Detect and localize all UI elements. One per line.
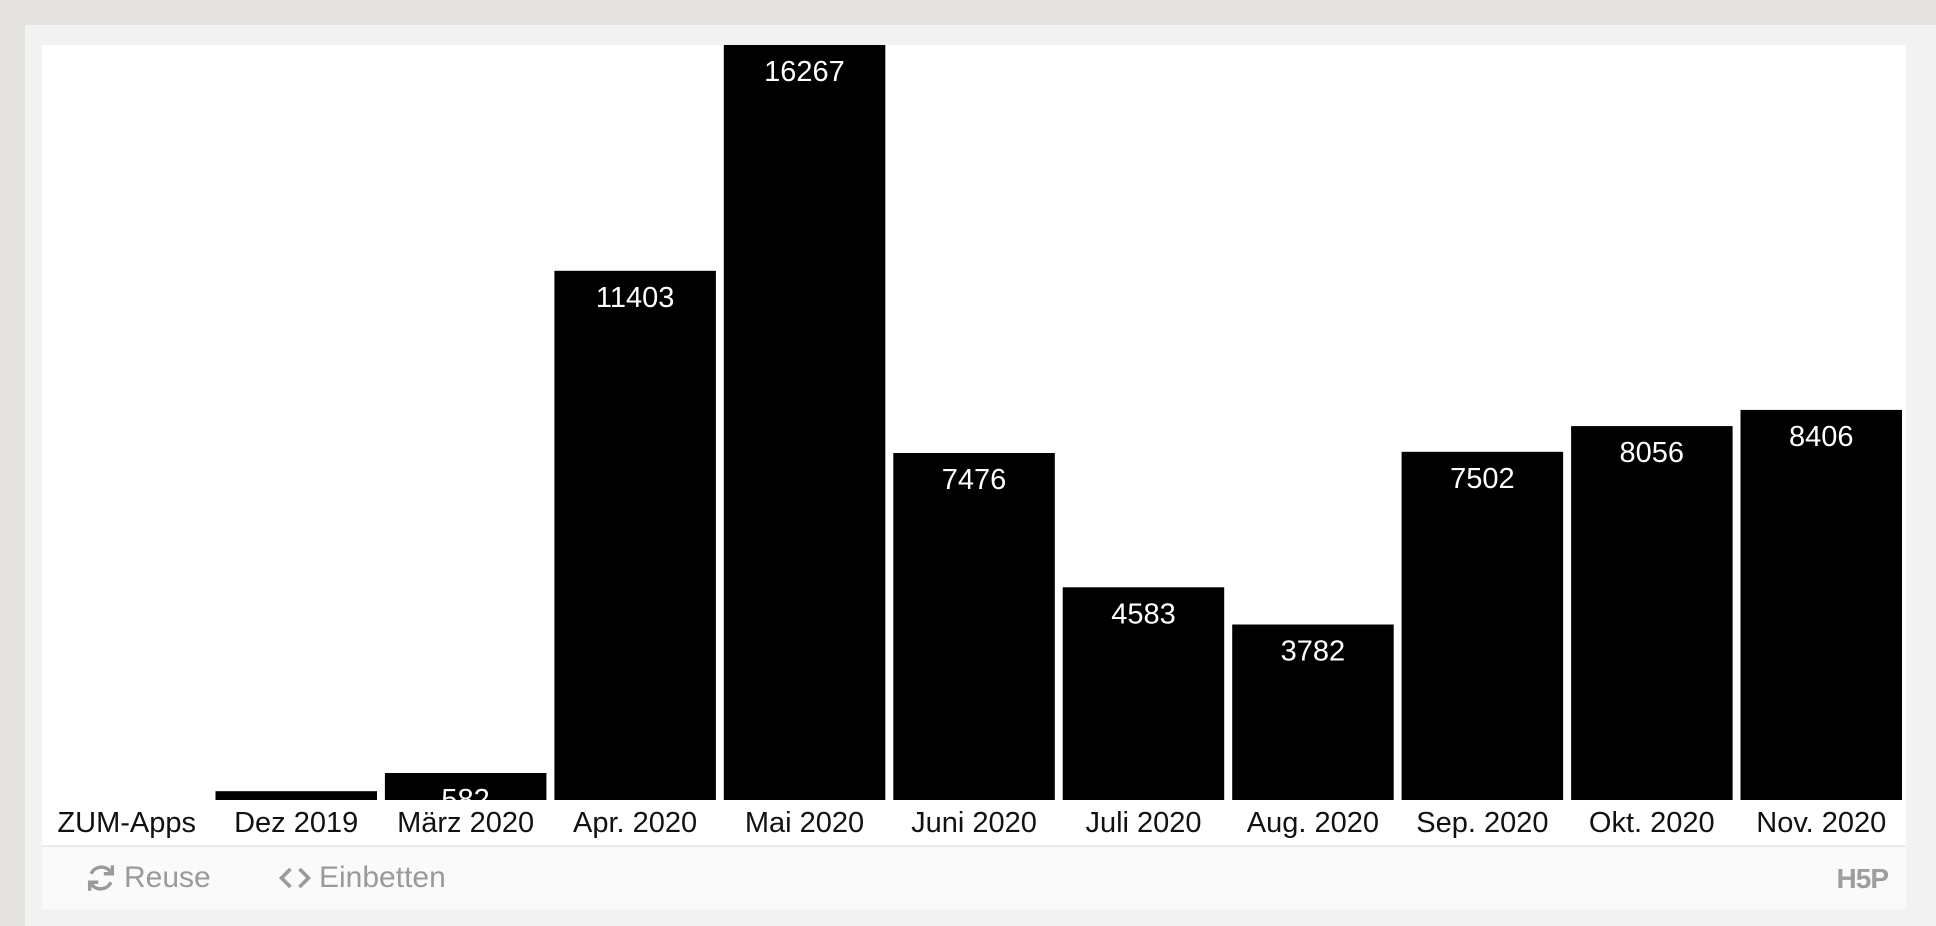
reuse-label: Reuse — [124, 861, 211, 894]
code-icon — [277, 863, 313, 893]
bar-9 — [1571, 426, 1733, 800]
category-label-5: Juni 2020 — [911, 807, 1037, 839]
bar-value-label-7: 3782 — [1281, 636, 1346, 668]
embed-button[interactable]: Einbetten — [277, 861, 446, 895]
category-label-7: Aug. 2020 — [1247, 807, 1379, 839]
bar-5 — [893, 453, 1055, 800]
reuse-button[interactable]: Reuse — [84, 861, 211, 895]
category-label-9: Okt. 2020 — [1589, 807, 1715, 839]
refresh-icon — [84, 861, 118, 895]
bar-value-label-6: 4583 — [1111, 598, 1176, 630]
bar-3 — [554, 270, 716, 800]
bar-value-label-1: 190 — [272, 802, 320, 834]
bar-value-label-9: 8056 — [1620, 437, 1685, 469]
h5p-actions-bar: Reuse Einbetten H5P — [42, 846, 1906, 909]
bar-6 — [1062, 587, 1225, 800]
bar-value-label-10: 8406 — [1789, 421, 1854, 453]
category-label-3: Apr. 2020 — [573, 807, 697, 839]
category-label-4: Mai 2020 — [745, 807, 864, 839]
category-label-2: März 2020 — [397, 807, 534, 839]
chart-panel: ZUM-Apps 190 Dez 2019 582 März 2020 11403 Apr.… — [42, 45, 1906, 845]
bar-7 — [1232, 624, 1394, 800]
bar-value-label-5: 7476 — [942, 464, 1007, 496]
embed-label: Einbetten — [319, 861, 446, 894]
category-label-1: Dez 2019 — [234, 807, 358, 839]
bar-value-label-4: 16267 — [764, 56, 845, 88]
bar-value-label-2: 582 — [441, 784, 489, 816]
h5p-logo[interactable]: H5P — [1836, 863, 1889, 894]
bar-1 — [215, 791, 377, 800]
bar-4 — [723, 45, 886, 800]
bar-2 — [384, 773, 547, 800]
category-label-8: Sep. 2020 — [1416, 807, 1548, 839]
bar-10 — [1740, 409, 1902, 800]
category-label-6: Juli 2020 — [1085, 807, 1201, 839]
category-label-0: ZUM-Apps — [57, 807, 196, 839]
bar-8 — [1401, 451, 1564, 800]
category-label-10: Nov. 2020 — [1756, 807, 1886, 839]
bar-value-label-8: 7502 — [1450, 463, 1515, 495]
bar-value-label-3: 11403 — [596, 282, 675, 314]
